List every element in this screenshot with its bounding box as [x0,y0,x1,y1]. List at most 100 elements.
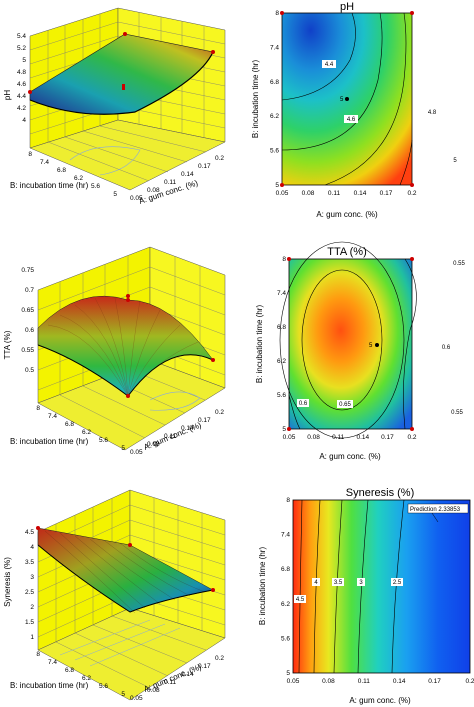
syn-contour-label: 4 [312,578,320,586]
syn-z-tick-label: 2 [30,604,34,611]
ph-y-ticks: 8 7.4 6.8 6.2 5.6 5 [28,151,117,198]
syn-contour-y-ticks: 5 5.6 6.2 6.8 7.4 8 [281,497,290,677]
ph-center-label: 5 [340,97,344,103]
tta-design-point [126,298,130,302]
ph-x-tick-label: 0.08 [147,187,160,194]
syn-prediction-flag: Prediction 2.33853 [407,503,469,523]
tta-design-point [126,394,130,398]
syneresis-contour-panel: Syneresis (%) 4.5 4 3.5 3 2.5 Prediction… [258,487,474,705]
ttac-y-tick-label: 6.8 [277,324,286,331]
ttac-y-tick-label: 5.6 [277,392,286,399]
syn-z-ticks: 1 1.5 2 2.5 3 3.5 4 4.5 [25,529,34,641]
syn-floor [37,607,226,701]
ph-contour-label: 4.4 [322,60,336,68]
phc-y-tick-label: 6.8 [270,79,279,86]
svg-text:0.55: 0.55 [453,261,465,267]
ph-contour-x-ticks: 0.05 0.08 0.11 0.14 0.17 0.2 [276,190,417,197]
tta-z-ticks: 0.5 0.55 0.6 0.65 0.7 0.75 [21,267,34,374]
tta-z-tick-label: 0.6 [25,327,34,334]
tta-corner-point [287,257,291,261]
tta-contour-label: 0.65 [337,400,353,408]
syn-z-tick-label: 2.5 [25,589,34,596]
ph-corner-point [280,11,284,15]
phc-x-tick-label: 0.14 [354,190,367,197]
syn-z-tick-label: 3.5 [25,559,34,566]
svg-text:5: 5 [453,158,457,164]
tta-surface-mesh [47,297,199,397]
syn-y-tick-label: 7.4 [48,659,57,666]
syn-x-ticks: 0.05 0.08 0.11 0.14 0.17 0.2 [130,655,224,702]
syn-contour-y-label: B: incubation time (hr) [258,547,267,626]
phc-y-tick-label: 7.4 [270,44,279,51]
ph-x-tick-label: 0.17 [198,163,211,170]
syn-z-tick-label: 4 [30,544,34,551]
ph-contour-title: pH [340,1,354,13]
syn-z-tick-label: 1 [30,634,34,641]
syn-x-tick-label: 0.14 [181,671,194,678]
tta-y-tick-label: 5 [121,445,125,452]
phc-x-tick-label: 0.2 [407,190,416,197]
tta-z-tick-label: 0.5 [25,367,34,374]
tta-y-label: B: incubation time (hr) [10,437,89,446]
sync-x-tick-label: 0.11 [358,678,371,685]
tta-contour-lines [279,241,417,439]
svg-text:Prediction 2.33853: Prediction 2.33853 [410,507,461,513]
svg-text:3: 3 [359,580,363,586]
tta-y-tick-label: 6.8 [65,421,74,428]
tta-z-tick-label: 0.65 [21,307,34,314]
tta-y-tick-label: 5.6 [99,437,108,444]
ph-center-point [345,97,349,101]
tta-contour-y-label: B: incubation time (hr) [255,305,264,384]
svg-text:0.6: 0.6 [299,401,308,407]
ph-y-tick-label: 5.6 [91,183,100,190]
syn-design-point [36,526,40,530]
tta-surface-panel: 0.5 0.55 0.6 0.65 0.7 0.75 TTA (%) 8 7.4 6.8 6.2… [3,246,226,456]
ph-z-ticks: 4 4.2 4.4 4.6 4.8 5 5.2 5.4 [17,33,26,124]
ttac-x-tick-label: 0.2 [407,434,416,441]
ph-y-tick-label: 5 [113,191,117,198]
ph-contour-label: 4.8 [425,108,439,116]
syn-y-tick-label: 5 [121,691,125,698]
tta-z-tick-label: 0.55 [21,347,34,354]
ph-contour-x-label: A: gum conc. (%) [316,210,378,219]
ph-z-tick-label: 4.6 [17,81,26,88]
tta-contour-title: TTA (%) [327,246,367,258]
syn-y-ticks: 8 7.4 6.8 6.2 5.6 5 [36,651,125,698]
syn-z-tick-label: 4.5 [25,529,34,536]
tta-contour-y-ticks: 5 5.6 6.2 6.8 7.4 8 [277,256,286,433]
ph-y-tick-label: 7.4 [40,159,49,166]
syn-contour-title: Syneresis (%) [346,487,414,499]
tta-y-tick-label: 7.4 [48,413,57,420]
tta-z-tick-label: 0.7 [25,287,34,294]
ph-z-tick-label: 5 [22,57,26,64]
syn-contour-x-label: A: gum conc. (%) [349,696,411,705]
phc-y-tick-label: 5 [275,182,279,189]
svg-text:4.5: 4.5 [296,597,305,603]
tta-design-point [126,294,130,298]
syn-contour-label: 4.5 [294,595,306,603]
tta-z-label: TTA (%) [3,330,12,359]
svg-text:4.8: 4.8 [428,110,437,116]
phc-x-tick-label: 0.05 [276,190,289,197]
syneresis-surface-panel: 1 1.5 2 2.5 3 3.5 4 4.5 Syneresis (%) 8 7.4 6.8 6.… [3,489,226,702]
ph-contour-label: 5 [450,156,460,164]
tta-floor-contour [149,391,201,411]
syn-y-label: B: incubation time (hr) [10,681,89,690]
tta-contour-x-label: A: gum conc. (%) [319,452,381,461]
syn-y-tick-label: 6.8 [65,667,74,674]
sync-y-tick-label: 5.6 [281,635,290,642]
tta-corner-point [287,427,291,431]
tta-x-tick-label: 0.17 [198,417,211,424]
sync-x-tick-label: 0.05 [287,678,300,685]
svg-text:0.55: 0.55 [451,410,463,416]
syn-y-tick-label: 6.2 [82,675,91,682]
sync-x-tick-label: 0.08 [322,678,335,685]
syn-x-tick-label: 0.17 [198,663,211,670]
ph-x-tick-label: 0.14 [181,171,194,178]
syn-contour-label: 2.5 [391,578,403,586]
tta-x-tick-label: 0.08 [147,441,160,448]
syn-contour-lines [298,499,405,674]
phc-x-tick-label: 0.17 [380,190,393,197]
ttac-x-tick-label: 0.11 [332,434,345,441]
